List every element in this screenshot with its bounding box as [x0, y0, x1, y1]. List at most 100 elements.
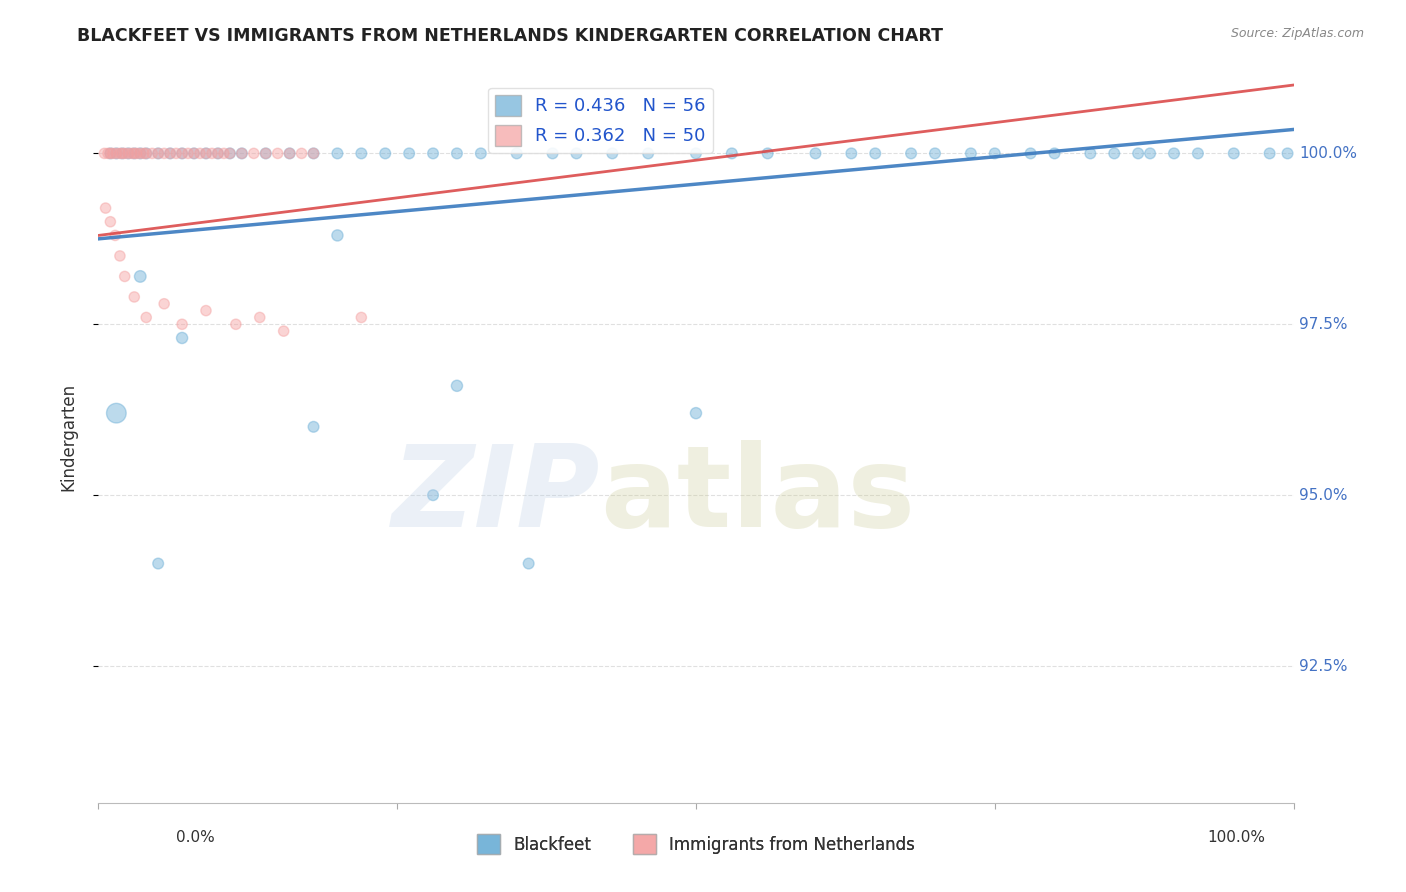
Point: [114, 146, 136, 161]
Text: atlas: atlas: [600, 440, 915, 551]
Point: [172, 318, 194, 332]
Point: [506, 146, 529, 161]
Point: [804, 146, 827, 161]
Point: [153, 146, 176, 161]
Point: [637, 146, 659, 161]
Point: [1258, 146, 1281, 161]
Point: [207, 146, 229, 161]
Text: Source: ZipAtlas.com: Source: ZipAtlas.com: [1230, 27, 1364, 40]
Point: [98, 146, 122, 161]
Point: [195, 146, 218, 161]
Point: [249, 310, 271, 325]
Point: [1128, 146, 1150, 161]
Point: [101, 146, 124, 161]
Point: [1139, 146, 1161, 161]
Point: [326, 228, 349, 243]
Point: [1043, 146, 1066, 161]
Point: [105, 146, 128, 161]
Point: [104, 228, 127, 243]
Point: [124, 146, 146, 161]
Point: [165, 146, 187, 161]
Point: [108, 249, 131, 263]
Point: [212, 146, 235, 161]
Point: [135, 146, 157, 161]
Point: [159, 146, 181, 161]
Point: [273, 324, 295, 338]
Point: [111, 146, 134, 161]
Point: [1163, 146, 1185, 161]
Point: [105, 146, 128, 161]
Text: 0.0%: 0.0%: [176, 830, 215, 845]
Point: [114, 269, 136, 284]
Text: 95.0%: 95.0%: [1299, 488, 1348, 503]
Point: [183, 146, 205, 161]
Point: [984, 146, 1007, 161]
Point: [446, 146, 468, 161]
Point: [350, 310, 373, 325]
Point: [93, 146, 115, 161]
Point: [219, 146, 242, 161]
Point: [254, 146, 277, 161]
Point: [302, 420, 325, 434]
Text: 100.0%: 100.0%: [1299, 146, 1358, 161]
Point: [159, 146, 181, 161]
Point: [756, 146, 779, 161]
Point: [231, 146, 253, 161]
Text: 100.0%: 100.0%: [1208, 830, 1265, 845]
Point: [148, 146, 170, 161]
Point: [1223, 146, 1246, 161]
Point: [350, 146, 373, 161]
Point: [267, 146, 290, 161]
Point: [422, 146, 444, 161]
Point: [148, 146, 170, 161]
Point: [111, 146, 134, 161]
Point: [602, 146, 624, 161]
Legend: Blackfeet, Immigrants from Netherlands: Blackfeet, Immigrants from Netherlands: [470, 828, 922, 860]
Point: [177, 146, 200, 161]
Point: [517, 557, 540, 571]
Point: [108, 146, 131, 161]
Point: [254, 146, 277, 161]
Point: [278, 146, 301, 161]
Point: [124, 146, 146, 161]
Point: [326, 146, 349, 161]
Point: [117, 146, 139, 161]
Point: [541, 146, 564, 161]
Point: [446, 379, 468, 393]
Point: [841, 146, 863, 161]
Point: [172, 146, 194, 161]
Point: [141, 146, 163, 161]
Point: [195, 146, 218, 161]
Point: [129, 269, 152, 284]
Point: [1277, 146, 1299, 161]
Point: [207, 146, 229, 161]
Point: [398, 146, 420, 161]
Point: [685, 146, 707, 161]
Point: [231, 146, 253, 161]
Point: [129, 146, 152, 161]
Point: [135, 146, 157, 161]
Point: [121, 146, 143, 161]
Point: [124, 290, 146, 304]
Point: [98, 146, 122, 161]
Point: [172, 331, 194, 345]
Point: [1104, 146, 1126, 161]
Point: [195, 303, 218, 318]
Point: [94, 201, 117, 215]
Point: [125, 146, 148, 161]
Point: [1187, 146, 1209, 161]
Y-axis label: Kindergarten: Kindergarten: [59, 383, 77, 491]
Point: [153, 297, 176, 311]
Point: [243, 146, 266, 161]
Point: [960, 146, 983, 161]
Point: [302, 146, 325, 161]
Point: [98, 215, 122, 229]
Text: ZIP: ZIP: [392, 440, 600, 551]
Point: [1019, 146, 1042, 161]
Point: [374, 146, 396, 161]
Point: [172, 146, 194, 161]
Text: 92.5%: 92.5%: [1299, 658, 1348, 673]
Point: [148, 557, 170, 571]
Point: [470, 146, 492, 161]
Point: [97, 146, 120, 161]
